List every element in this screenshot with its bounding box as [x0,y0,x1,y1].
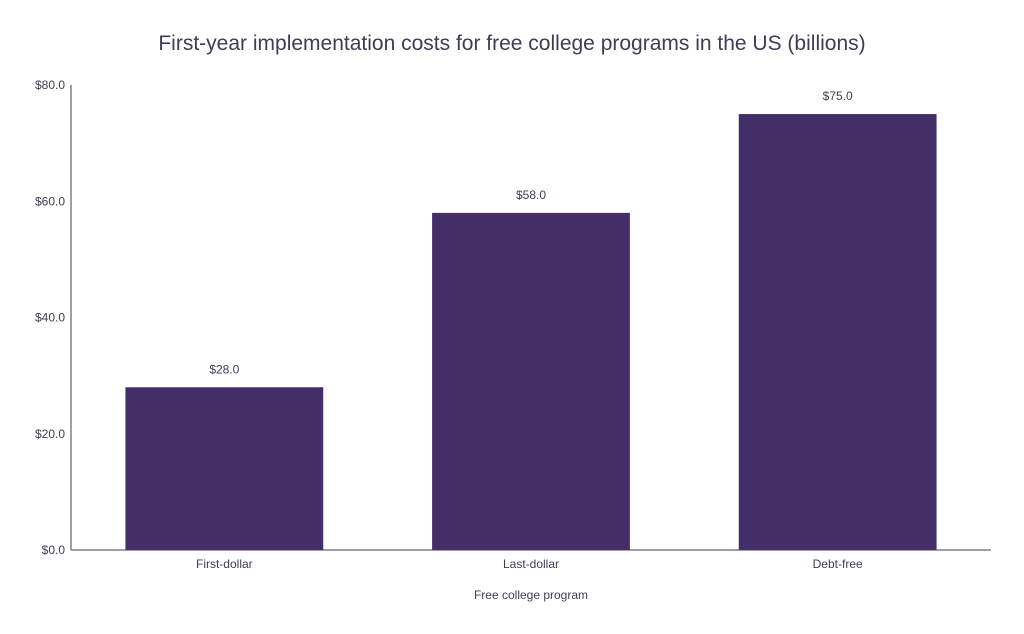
y-tick-label: $40.0 [35,311,65,325]
x-axis-title: Free college program [474,588,588,602]
data-label: $58.0 [516,188,546,202]
bar-first-dollar [125,387,324,550]
x-axis-ticks: First-dollar Last-dollar Debt-free [196,557,863,571]
data-label: $28.0 [209,362,239,376]
data-label: $75.0 [823,89,853,103]
bar-debt-free [738,114,937,550]
x-tick-label: First-dollar [196,557,253,571]
data-labels-group: $28.0 $58.0 $75.0 [209,89,853,376]
bars-group [125,114,937,550]
y-tick-label: $20.0 [35,427,65,441]
x-tick-label: Last-dollar [503,557,559,571]
chart-title: First-year implementation costs for free… [158,32,866,55]
y-tick-label: $0.0 [42,543,66,557]
y-tick-label: $60.0 [35,194,65,208]
x-tick-label: Debt-free [813,557,863,571]
bar-last-dollar [432,212,630,550]
y-tick-label: $80.0 [35,78,65,92]
y-axis-ticks: $0.0 $20.0 $40.0 $60.0 $80.0 [35,78,65,557]
